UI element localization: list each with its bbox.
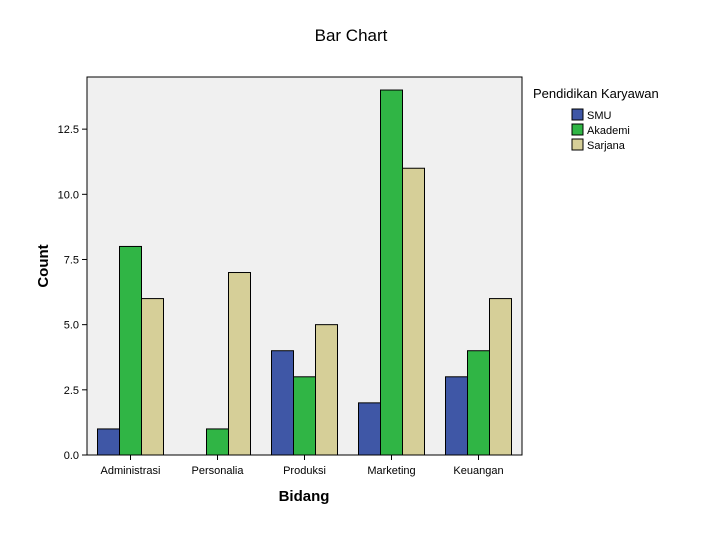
- y-tick-label: 12.5: [58, 124, 79, 136]
- legend-label-smu: SMU: [587, 110, 612, 122]
- bar-sarjana-marketing: [402, 167, 425, 456]
- legend-title: Pendidikan Karyawan: [533, 86, 659, 101]
- y-axis-title: Count: [35, 244, 52, 287]
- bar-akademi-marketing: [380, 89, 403, 456]
- y-tick-label: 0.0: [64, 450, 79, 462]
- bar-sarjana-keuangan: [489, 298, 512, 456]
- chart-title: Bar Chart: [315, 26, 388, 45]
- bar-smu-marketing: [358, 402, 381, 456]
- y-tick-label: 5.0: [64, 320, 79, 332]
- bar-akademi-administrasi: [119, 245, 142, 456]
- legend-swatch-smu: [571, 108, 584, 121]
- bar-akademi-keuangan: [467, 350, 490, 456]
- legend: Pendidikan Karyawan SMU Akademi Sarjana: [533, 86, 659, 152]
- bar-smu-administrasi: [97, 428, 120, 456]
- legend-label-sarjana: Sarjana: [587, 140, 626, 152]
- bar-sarjana-produksi: [315, 324, 338, 456]
- x-axis: Administrasi Personalia Produksi Marketing K…: [101, 455, 504, 477]
- bar-sarjana-administrasi: [141, 298, 164, 456]
- bar-smu-keuangan: [445, 376, 468, 456]
- x-tick-label: Administrasi: [101, 465, 161, 477]
- bar-smu-produksi: [271, 350, 294, 456]
- y-tick-label: 7.5: [64, 254, 79, 266]
- x-tick-label: Personalia: [192, 465, 245, 477]
- bar-akademi-produksi: [293, 376, 316, 456]
- y-tick-label: 10.0: [58, 189, 79, 201]
- y-tick-label: 2.5: [64, 385, 79, 397]
- legend-swatch-sarjana: [571, 138, 584, 151]
- bars-group: [97, 89, 512, 456]
- legend-label-akademi: Akademi: [587, 125, 630, 137]
- bar-akademi-personalia: [206, 428, 229, 456]
- x-axis-title: Bidang: [279, 488, 330, 505]
- x-tick-label: Produksi: [283, 465, 326, 477]
- legend-swatch-akademi: [571, 123, 584, 136]
- x-tick-label: Keuangan: [453, 465, 503, 477]
- x-tick-label: Marketing: [367, 465, 415, 477]
- y-axis: 0.0 2.5 5.0 7.5 10.0 12.5: [58, 124, 87, 462]
- bar-sarjana-personalia: [228, 272, 251, 456]
